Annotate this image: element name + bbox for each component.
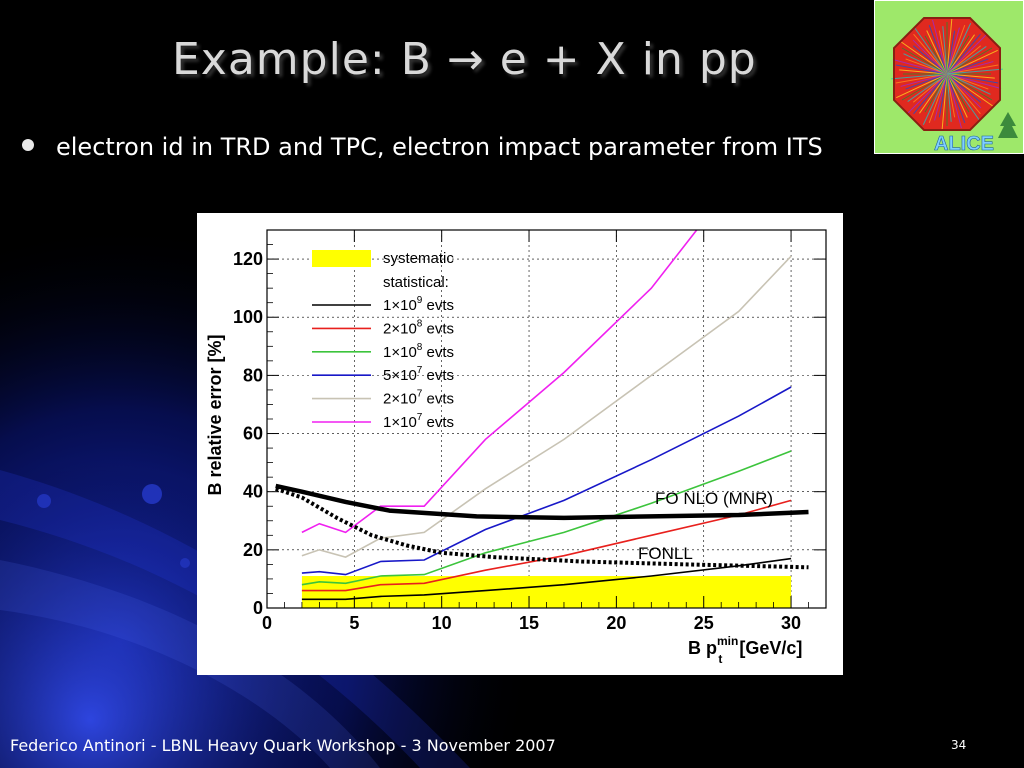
series-line bbox=[301, 230, 698, 534]
bullet-item: electron id in TRD and TPC, electron imp… bbox=[22, 133, 823, 161]
x-axis-label: B pmin t [GeV/c] bbox=[688, 634, 802, 666]
theory-label: FO NLO (MNR) bbox=[655, 489, 773, 508]
footer-text: Federico Antinori - LBNL Heavy Quark Wor… bbox=[10, 736, 556, 755]
x-tick-label: 15 bbox=[519, 613, 539, 633]
series-line bbox=[301, 557, 792, 601]
series-line bbox=[301, 499, 792, 592]
legend-header: statistical: bbox=[383, 274, 449, 291]
x-tick-label: 20 bbox=[606, 613, 626, 633]
legend-label: 1×109 evts bbox=[383, 295, 454, 314]
chart-frame: FO NLO (MNR) FONLL 0 5 10 15 20 25 30 0 20 40 60 80 10… bbox=[197, 213, 843, 675]
page-number: 34 bbox=[951, 738, 967, 752]
y-tick-label: 100 bbox=[233, 307, 263, 327]
legend-systematic-swatch bbox=[312, 250, 371, 267]
y-tick-label: 0 bbox=[253, 598, 263, 618]
x-tick-label: 0 bbox=[262, 613, 272, 633]
legend-label: 2×107 evts bbox=[383, 389, 454, 408]
theory-curve bbox=[275, 483, 809, 521]
y-tick-label: 60 bbox=[243, 424, 263, 444]
plot-frame bbox=[266, 229, 827, 609]
x-tick-label: 5 bbox=[349, 613, 359, 633]
logo-text: ALICE bbox=[934, 133, 994, 154]
bullet-dot-icon bbox=[22, 139, 34, 151]
y-tick-label: 20 bbox=[243, 540, 263, 560]
legend-label: 5×107 evts bbox=[383, 365, 454, 384]
slide-title: Example: B → e + X in pp bbox=[172, 34, 757, 85]
y-tick-label: 40 bbox=[243, 482, 263, 502]
y-axis-label: B relative error [%] bbox=[205, 334, 225, 495]
y-tick-label: 80 bbox=[243, 365, 263, 385]
theory-curve bbox=[275, 486, 809, 570]
alice-logo-icon: ALICE bbox=[874, 0, 1024, 154]
y-tick-label: 120 bbox=[233, 249, 263, 269]
series-line bbox=[301, 450, 792, 586]
x-tick-label: 25 bbox=[694, 613, 714, 633]
series-line bbox=[301, 255, 792, 558]
legend-systematic-label: systematic bbox=[383, 250, 454, 267]
chart: FO NLO (MNR) FONLL 0 5 10 15 20 25 30 0 20 40 60 80 10… bbox=[205, 229, 827, 666]
legend-label: 1×107 evts bbox=[383, 412, 454, 431]
bullet-text: electron id in TRD and TPC, electron imp… bbox=[56, 133, 823, 161]
theory-label: FONLL bbox=[638, 544, 693, 563]
x-tick-label: 30 bbox=[781, 613, 801, 633]
x-tick-label: 10 bbox=[432, 613, 452, 633]
legend-label: 2×108 evts bbox=[383, 318, 454, 337]
legend-label: 1×108 evts bbox=[383, 342, 454, 361]
series-line bbox=[301, 386, 792, 576]
